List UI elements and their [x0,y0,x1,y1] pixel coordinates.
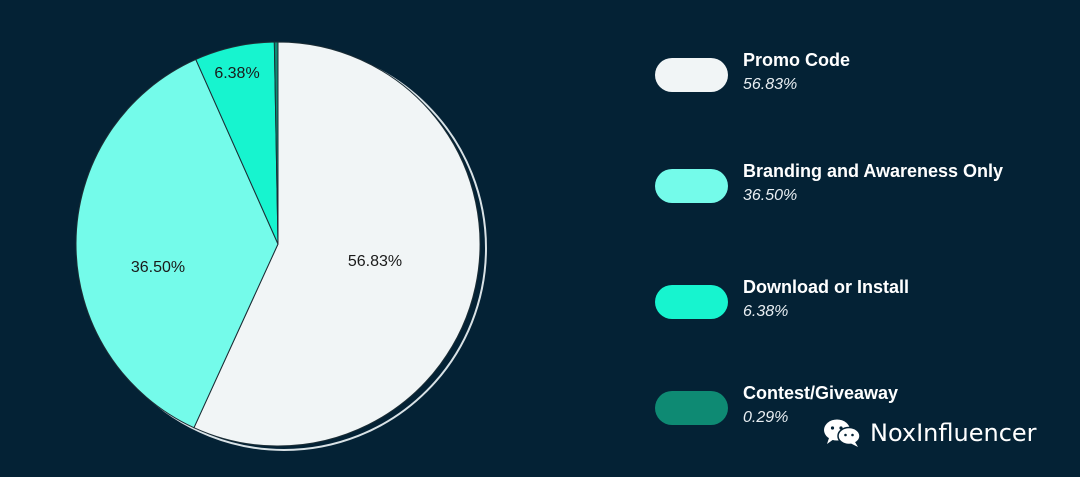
pie-slice-branding-and-awareness-only [75,58,279,429]
legend-item-promo-code: Promo Code 56.83% [655,50,1055,110]
pie-slice-label: 56.83% [348,253,402,270]
legend-swatch [655,285,728,319]
wechat-icon [824,419,861,447]
legend-item-download: Download or Install 6.38% [655,277,1055,337]
legend-value: 56.83% [743,76,798,93]
pie-slice-label: 6.38% [214,65,259,82]
pie-slice-contest-giveaway [273,41,279,245]
watermark: NoxInfluencer [822,417,1037,449]
legend-label: Branding and Awareness Only [743,161,1004,181]
legend-label: Contest/Giveaway [743,383,899,403]
legend-label: Promo Code [743,50,851,70]
legend-swatch [655,391,728,425]
legend-item-contest: Contest/Giveaway 0.29% [655,383,1055,443]
pie-slice-promo-code [193,41,481,447]
legend-label: Download or Install [743,277,910,297]
legend-value: 6.38% [743,303,789,320]
watermark-text: NoxInfluencer [870,419,1037,447]
legend-value: 36.50% [743,187,798,204]
pie-slice-label: 36.50% [131,259,185,276]
legend-value: 0.29% [743,409,789,426]
legend-item-branding: Branding and Awareness Only 36.50% [655,161,1055,221]
legend-swatch [655,169,728,203]
legend-swatch [655,58,728,92]
